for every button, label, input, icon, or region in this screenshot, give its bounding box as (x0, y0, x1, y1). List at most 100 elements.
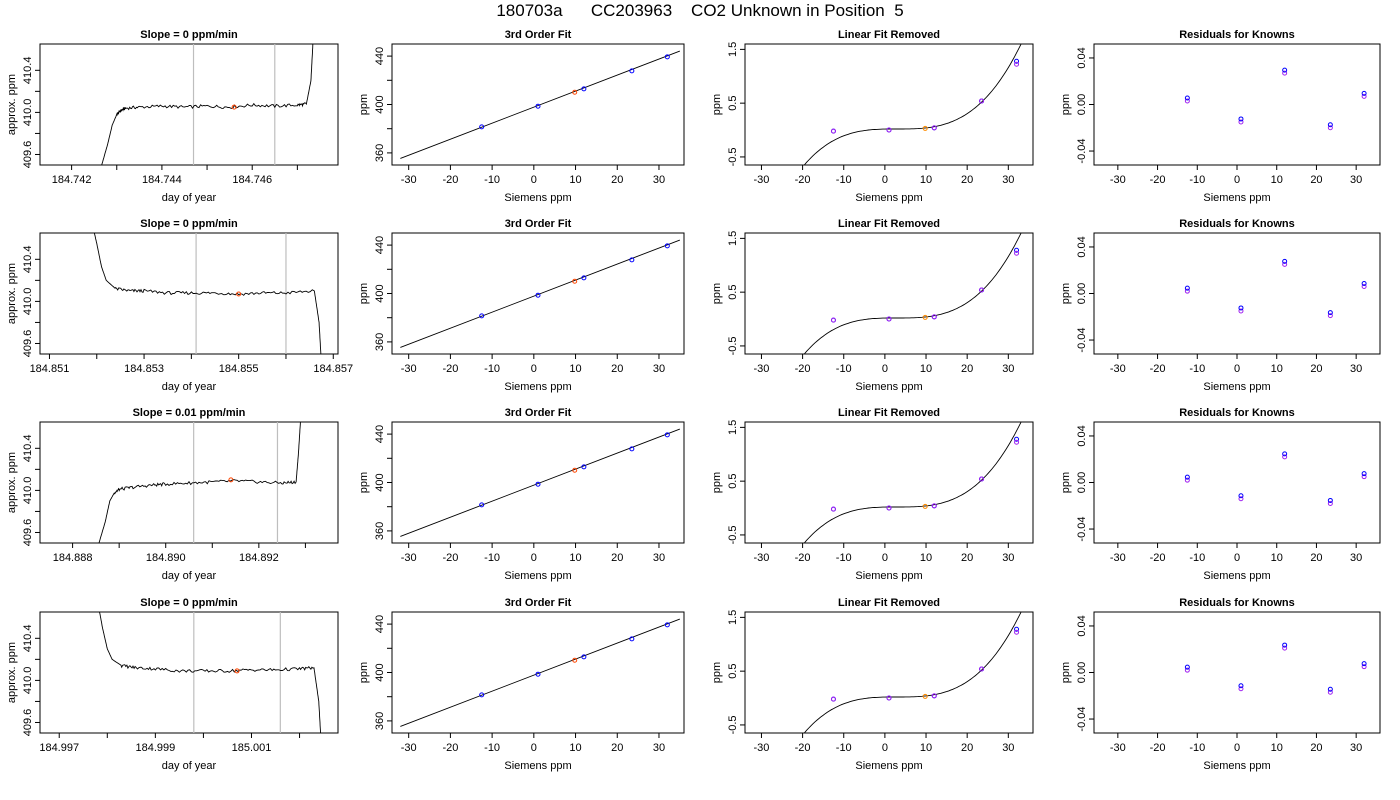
y-tick-label: -0.04 (1076, 138, 1088, 163)
x-tick-label: -30 (401, 742, 417, 754)
x-tick-label: -30 (754, 174, 770, 186)
known-standard-point (629, 257, 635, 263)
plot-area (400, 428, 680, 537)
unknown-point (922, 503, 928, 509)
residual-point-dup (1184, 664, 1190, 670)
plot-frame (1093, 611, 1381, 734)
panel-r4-c3: Linear Fit Removed -30 -20 -10 0 10 20 30 -0.5 0.… (711, 597, 1034, 772)
plot-frame (39, 421, 339, 544)
y-tick-label: -0.5 (727, 715, 739, 734)
x-tick-label: 30 (1002, 552, 1014, 564)
plot-area (400, 50, 680, 159)
residual-point (1361, 664, 1367, 670)
known-standard-point (1014, 247, 1020, 253)
x-tick-label: -10 (1189, 552, 1205, 564)
y-tick-label: 409.6 (22, 330, 34, 358)
x-tick-label: 30 (1350, 742, 1362, 754)
known-standard-point-alt (931, 503, 937, 509)
known-standard-point-alt (886, 127, 892, 133)
panel-r4-c1: Slope = 0 ppm/min 184.997 184.999 185.001 40… (6, 597, 339, 772)
x-tick-label: -20 (442, 363, 458, 375)
x-tick-label: 0 (531, 552, 537, 564)
y-tick-label: 410.0 (22, 667, 34, 695)
known-standard-point (1014, 436, 1020, 442)
unknown-point (572, 278, 578, 284)
plot-area (98, 422, 301, 543)
x-tick-label: 20 (611, 552, 623, 564)
known-standard-point-alt (931, 314, 937, 320)
known-standard-point (629, 636, 635, 642)
residual-point (1361, 93, 1367, 99)
panel-title: Linear Fit Removed (838, 29, 940, 41)
x-axis-label: Siemens ppm (504, 570, 571, 582)
fit-line (400, 618, 680, 727)
residual-point (1184, 288, 1190, 294)
y-tick-label: 360 (374, 712, 386, 730)
known-standard-point-alt (979, 666, 985, 672)
known-standard-point-alt (979, 98, 985, 104)
y-tick-label: -0.04 (1076, 706, 1088, 731)
panel-title: 3rd Order Fit (505, 597, 572, 609)
y-tick-label: 0.00 (1076, 283, 1088, 304)
known-standard-point (479, 313, 485, 319)
y-tick-label: 0.5 (727, 285, 739, 300)
unknown-point (922, 693, 928, 699)
x-tick-label: 10 (1271, 552, 1283, 564)
known-standard-point (535, 481, 541, 487)
y-tick-label: 410.4 (22, 246, 34, 274)
y-tick-label: 0.5 (727, 96, 739, 111)
residual-point-dup (1327, 122, 1333, 128)
x-tick-label: 30 (653, 174, 665, 186)
y-tick-label: -0.5 (727, 525, 739, 544)
y-axis-label: ppm (1060, 662, 1072, 683)
x-tick-label: 10 (569, 552, 581, 564)
x-tick-label: 184.746 (232, 174, 272, 186)
x-tick-label: 184.742 (52, 174, 92, 186)
y-tick-label: 440 (374, 425, 386, 443)
known-standard-point (1014, 626, 1020, 632)
residual-point (1282, 454, 1288, 460)
plot-area (1184, 642, 1367, 695)
x-axis-label: Siemens ppm (1203, 570, 1270, 582)
plot-frame (744, 611, 1034, 734)
y-tick-label: 410.0 (22, 477, 34, 505)
known-standard-point-alt (886, 316, 892, 322)
plot-frame (1093, 232, 1381, 355)
residual-point-dup (1361, 90, 1367, 96)
x-tick-label: 20 (961, 363, 973, 375)
panel-title: Residuals for Knowns (1179, 29, 1295, 41)
unknown-mean-point (231, 104, 237, 110)
plot-area (1184, 258, 1367, 319)
x-tick-label: 30 (1002, 363, 1014, 375)
y-tick-label: 1.5 (727, 610, 739, 625)
residual-point-dup (1184, 285, 1190, 291)
x-tick-label: 184.890 (146, 552, 186, 564)
residual-point (1238, 686, 1244, 692)
plot-area (803, 233, 1022, 354)
x-tick-label: 10 (569, 742, 581, 754)
plot-frame (744, 232, 1034, 355)
x-tick-label: -30 (1110, 363, 1126, 375)
x-tick-label: 20 (1310, 363, 1322, 375)
plot-area (93, 233, 322, 354)
known-standard-point-alt (1014, 61, 1020, 67)
ppm-trace-line (99, 612, 322, 733)
x-tick-label: -10 (1189, 174, 1205, 186)
known-standard-point-alt (1014, 629, 1020, 635)
x-axis-label: day of year (162, 381, 217, 393)
x-tick-label: -10 (836, 552, 852, 564)
known-standard-point (1014, 58, 1020, 64)
x-tick-label: 20 (611, 174, 623, 186)
x-tick-label: 20 (961, 174, 973, 186)
x-tick-label: 184.997 (39, 742, 79, 754)
y-axis-label: ppm (358, 94, 370, 115)
x-tick-label: 10 (1271, 174, 1283, 186)
known-standard-point-alt (1014, 439, 1020, 445)
y-axis-label: ppm (358, 472, 370, 493)
plot-area (803, 422, 1022, 543)
x-tick-label: 30 (1350, 552, 1362, 564)
x-tick-label: 0 (531, 363, 537, 375)
y-axis-label: ppm (711, 662, 723, 683)
y-axis-label: approx. ppm (6, 263, 18, 324)
x-tick-label: 0 (1234, 363, 1240, 375)
